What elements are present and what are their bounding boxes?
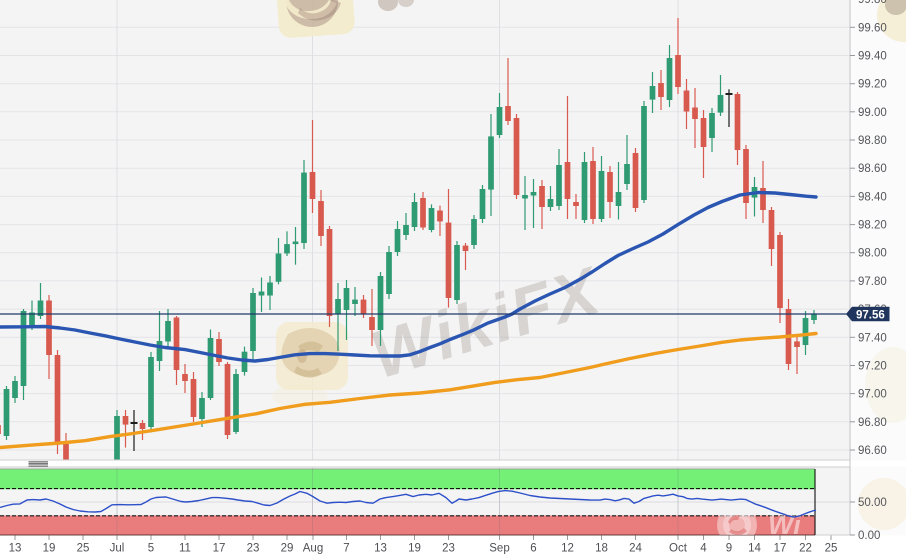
svg-text:Wi: Wi <box>768 510 801 540</box>
svg-text:19: 19 <box>43 543 56 555</box>
svg-text:Jul: Jul <box>110 543 125 555</box>
svg-text:24: 24 <box>629 543 642 555</box>
svg-text:12: 12 <box>561 543 574 555</box>
svg-text:96.80: 96.80 <box>858 417 887 429</box>
svg-text:99.60: 99.60 <box>858 22 887 34</box>
svg-text:99.40: 99.40 <box>858 51 887 63</box>
svg-text:0.00: 0.00 <box>858 530 880 542</box>
svg-text:97.00: 97.00 <box>858 389 887 401</box>
svg-text:7: 7 <box>343 543 349 555</box>
svg-text:17: 17 <box>213 543 226 555</box>
svg-text:50.00: 50.00 <box>858 497 887 509</box>
svg-text:18: 18 <box>595 543 608 555</box>
svg-text:98.80: 98.80 <box>858 135 887 147</box>
svg-text:29: 29 <box>281 543 294 555</box>
svg-text:22: 22 <box>799 543 812 555</box>
svg-text:19: 19 <box>408 543 421 555</box>
svg-text:23: 23 <box>247 543 260 555</box>
svg-text:98.60: 98.60 <box>858 163 887 175</box>
svg-text:11: 11 <box>179 543 191 555</box>
svg-text:99.80: 99.80 <box>858 0 887 6</box>
svg-text:Sep: Sep <box>489 543 509 555</box>
svg-text:5: 5 <box>148 543 154 555</box>
svg-text:13: 13 <box>374 543 387 555</box>
svg-text:17: 17 <box>774 543 787 555</box>
svg-text:99.20: 99.20 <box>858 79 887 91</box>
svg-text:97.80: 97.80 <box>858 276 887 288</box>
svg-text:4: 4 <box>700 543 707 555</box>
svg-text:96.60: 96.60 <box>858 445 887 457</box>
svg-text:97.56: 97.56 <box>856 309 885 321</box>
svg-text:9: 9 <box>726 543 732 555</box>
svg-text:97.20: 97.20 <box>858 361 887 373</box>
svg-text:97.40: 97.40 <box>858 332 887 344</box>
svg-text:23: 23 <box>442 543 455 555</box>
svg-text:25: 25 <box>77 543 90 555</box>
svg-text:98.20: 98.20 <box>858 220 887 232</box>
svg-text:Aug: Aug <box>303 543 323 555</box>
svg-text:14: 14 <box>748 543 761 555</box>
svg-text:Oct: Oct <box>669 543 688 555</box>
svg-text:98.00: 98.00 <box>858 248 887 260</box>
svg-text:98.40: 98.40 <box>858 191 887 203</box>
svg-text:13: 13 <box>9 543 22 555</box>
svg-text:99.00: 99.00 <box>858 107 887 119</box>
svg-text:25: 25 <box>825 543 838 555</box>
svg-text:6: 6 <box>530 543 536 555</box>
